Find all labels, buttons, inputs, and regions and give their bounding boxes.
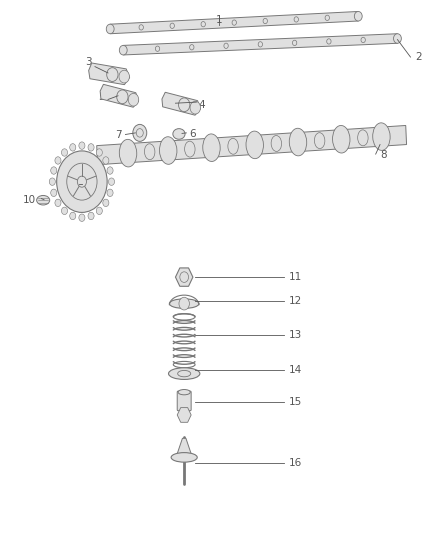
Polygon shape xyxy=(97,125,406,165)
Circle shape xyxy=(258,42,262,47)
Text: 10: 10 xyxy=(23,195,36,205)
Circle shape xyxy=(117,90,128,104)
Circle shape xyxy=(133,124,147,141)
Circle shape xyxy=(119,45,127,55)
Text: 5: 5 xyxy=(98,92,105,102)
Ellipse shape xyxy=(37,196,49,205)
Ellipse shape xyxy=(289,128,307,156)
Circle shape xyxy=(51,189,57,197)
Ellipse shape xyxy=(173,128,185,139)
Ellipse shape xyxy=(145,144,155,160)
Circle shape xyxy=(119,70,130,83)
Ellipse shape xyxy=(332,125,350,153)
Text: 9: 9 xyxy=(69,179,75,189)
Circle shape xyxy=(107,68,118,82)
Text: 4: 4 xyxy=(198,100,205,110)
Circle shape xyxy=(107,189,113,197)
Text: 11: 11 xyxy=(289,272,302,282)
Circle shape xyxy=(67,163,97,200)
Circle shape xyxy=(232,20,237,25)
Circle shape xyxy=(79,142,85,149)
Circle shape xyxy=(55,157,61,164)
Text: 6: 6 xyxy=(190,129,196,139)
Ellipse shape xyxy=(178,370,191,377)
Circle shape xyxy=(155,46,160,51)
Circle shape xyxy=(180,272,188,282)
Ellipse shape xyxy=(178,390,190,395)
Circle shape xyxy=(327,39,331,44)
Text: 12: 12 xyxy=(289,296,302,306)
Polygon shape xyxy=(88,63,130,85)
Circle shape xyxy=(128,93,139,106)
Text: 16: 16 xyxy=(289,458,302,467)
Circle shape xyxy=(263,18,268,23)
Circle shape xyxy=(103,157,109,164)
FancyBboxPatch shape xyxy=(177,391,191,411)
Circle shape xyxy=(107,167,113,174)
Circle shape xyxy=(190,45,194,50)
Circle shape xyxy=(179,297,189,310)
Circle shape xyxy=(325,15,329,20)
Circle shape xyxy=(294,17,298,22)
Circle shape xyxy=(190,101,201,114)
Ellipse shape xyxy=(271,135,282,151)
Text: 8: 8 xyxy=(380,150,387,160)
Circle shape xyxy=(88,144,94,151)
Ellipse shape xyxy=(184,141,195,157)
Circle shape xyxy=(201,21,205,27)
Circle shape xyxy=(78,176,86,187)
Text: 1: 1 xyxy=(215,15,223,25)
Circle shape xyxy=(139,25,143,30)
Text: 13: 13 xyxy=(289,330,302,341)
Polygon shape xyxy=(110,12,358,34)
Text: 7: 7 xyxy=(116,130,122,140)
Ellipse shape xyxy=(314,133,325,149)
Ellipse shape xyxy=(171,453,197,462)
Ellipse shape xyxy=(373,123,390,150)
Polygon shape xyxy=(177,438,192,456)
Circle shape xyxy=(96,207,102,215)
Circle shape xyxy=(103,199,109,207)
Polygon shape xyxy=(123,34,398,55)
Circle shape xyxy=(79,214,85,221)
Circle shape xyxy=(49,178,55,185)
Ellipse shape xyxy=(228,139,238,154)
Ellipse shape xyxy=(203,134,220,161)
Ellipse shape xyxy=(169,368,200,379)
Ellipse shape xyxy=(119,139,137,167)
Polygon shape xyxy=(162,92,200,115)
Text: 3: 3 xyxy=(85,58,92,67)
Polygon shape xyxy=(100,84,138,107)
Circle shape xyxy=(61,207,67,215)
Circle shape xyxy=(70,212,76,220)
Circle shape xyxy=(361,37,365,43)
Circle shape xyxy=(393,34,401,43)
Circle shape xyxy=(224,43,228,49)
Circle shape xyxy=(179,98,190,112)
Circle shape xyxy=(354,12,362,21)
Circle shape xyxy=(88,212,94,220)
Ellipse shape xyxy=(358,130,368,146)
Circle shape xyxy=(61,149,67,156)
Text: 15: 15 xyxy=(289,397,302,407)
Circle shape xyxy=(57,151,107,213)
Text: 2: 2 xyxy=(415,52,421,62)
Circle shape xyxy=(136,128,143,137)
Ellipse shape xyxy=(170,299,199,309)
Circle shape xyxy=(70,144,76,151)
Circle shape xyxy=(51,167,57,174)
Text: 14: 14 xyxy=(289,365,302,375)
Ellipse shape xyxy=(159,137,177,164)
Circle shape xyxy=(55,199,61,207)
Circle shape xyxy=(106,24,114,34)
Ellipse shape xyxy=(246,131,263,159)
Circle shape xyxy=(293,40,297,45)
Circle shape xyxy=(96,149,102,156)
Circle shape xyxy=(109,178,115,185)
Circle shape xyxy=(170,23,174,28)
